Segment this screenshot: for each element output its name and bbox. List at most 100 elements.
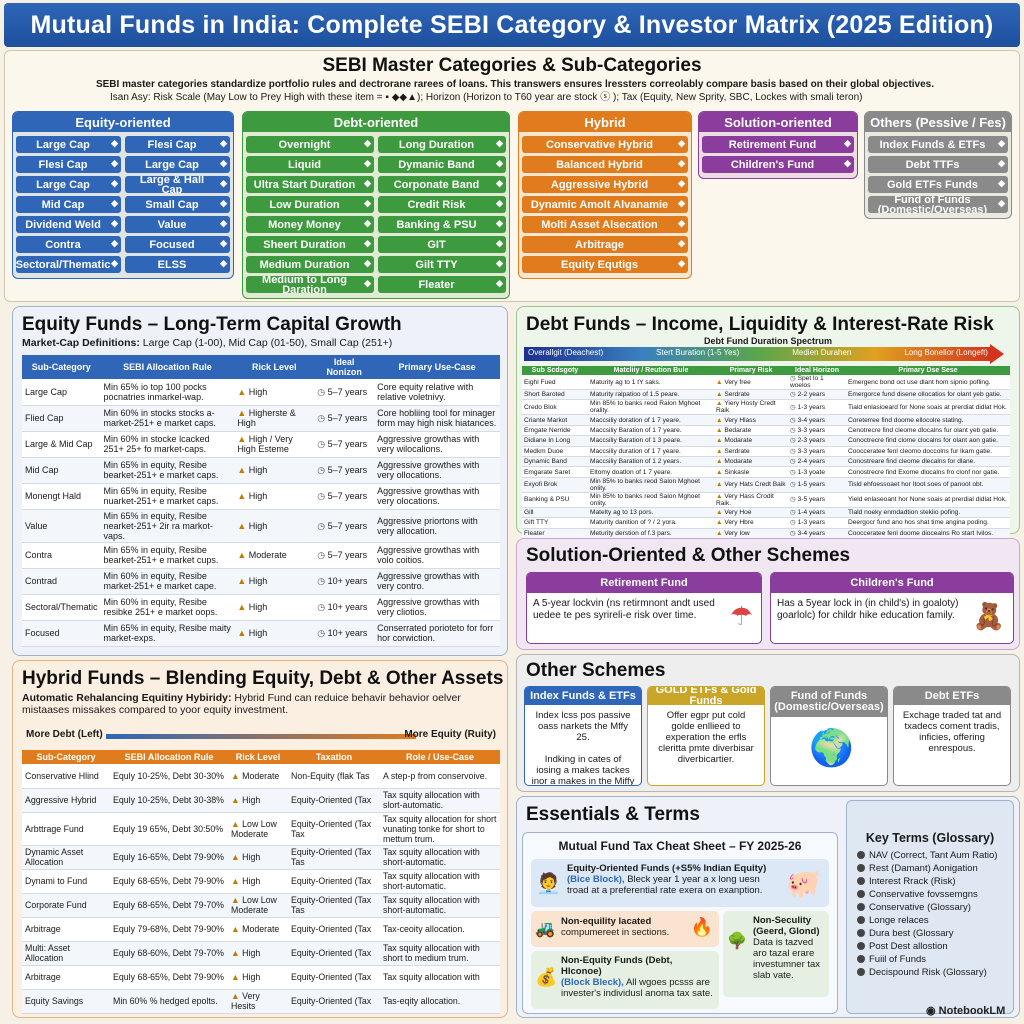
cell-text: Min 60% in equity, Resibe resibke 251+ e… <box>103 597 218 617</box>
table-row: Emgarate Saret Eltomy doatlon of 1 7 year… <box>522 466 1010 478</box>
table-cell: Exyofi Brok <box>522 477 588 493</box>
category-pill[interactable]: ELSS ◆ <box>125 256 230 273</box>
cell-text: Emergorce fund disene ollocatios for ola… <box>848 391 1002 399</box>
table-cell: ▲ High <box>228 845 288 870</box>
table-cell: ◷ 1-5 years <box>788 477 846 493</box>
category-pill[interactable]: Flesi Cap ◆ <box>16 156 121 173</box>
category-pill[interactable]: Medium to Long Daration ◆ <box>246 276 374 293</box>
column-header: Taxation <box>288 750 380 764</box>
category-pill[interactable]: Dynamic Amolt Alvanamie ◆ <box>522 196 688 213</box>
category-pill[interactable]: Children's Fund ◆ <box>702 156 854 173</box>
category-pill[interactable]: Large Cap ◆ <box>125 156 230 173</box>
category-pill[interactable]: GIT ◆ <box>378 236 506 253</box>
category-pill[interactable]: Fleater ◆ <box>378 276 506 293</box>
cell-text: Matelty ag to 13 pors. <box>590 508 654 516</box>
arrow-right-label: More Equity (Ruity) <box>404 729 496 740</box>
category-pill[interactable]: Medium Duration ◆ <box>246 256 374 273</box>
cell-text: Maturity ralpatioo of 1.5 peare. <box>590 391 680 399</box>
card-body: Has a 5year lock in (in child's) in goal… <box>771 593 1013 627</box>
category-pill[interactable]: Retirement Fund ◆ <box>702 136 854 153</box>
cell-text: Flied Cap <box>25 413 64 423</box>
category-pill[interactable]: Money Money ◆ <box>246 216 374 233</box>
bullet-icon <box>857 916 865 925</box>
card-text: Exchage traded tat and txadecs coment tr… <box>902 710 1002 754</box>
category-pill[interactable]: Mid Cap ◆ <box>16 196 121 213</box>
category-pill[interactable]: Large & Hall Cap ◆ <box>125 176 230 193</box>
category-pill[interactable]: Dymanic Band ◆ <box>378 156 506 173</box>
category-pill[interactable]: Liquid ◆ <box>246 156 374 173</box>
category-pill[interactable]: Value ◆ <box>125 216 230 233</box>
table-cell: Min 65% in equity, Resibe bearket-251+ e… <box>100 542 235 569</box>
table-cell: ▲ Modarate <box>714 435 788 447</box>
warning-icon: ▲ <box>237 491 249 501</box>
table-cell: ◷ 5–7 years <box>314 483 375 510</box>
cell-text: Very Hlass <box>724 416 756 424</box>
category-pill[interactable]: Banking & PSU ◆ <box>378 216 506 233</box>
category-pill[interactable]: Flesi Cap ◆ <box>125 136 230 153</box>
category-pill[interactable]: Focused ◆ <box>125 236 230 253</box>
cell-text: Aggressive Hybrid <box>25 795 97 805</box>
category-pill[interactable]: Debt TTFs ◆ <box>868 156 1008 173</box>
category-pill[interactable]: Contra ◆ <box>16 236 121 253</box>
cell-text: Tax squity allocation with short-automat… <box>383 847 480 867</box>
master-column-2: Debt-oriented Overnight ◆ Long Duration ◆ Liq… <box>242 111 510 299</box>
category-pill[interactable]: Low Duration ◆ <box>246 196 374 213</box>
table-cell: Aggressive growthes with very ollocation… <box>374 457 500 484</box>
category-pill[interactable]: Credit Risk ◆ <box>378 196 506 213</box>
category-pill[interactable]: Molti Asset Alsecation ◆ <box>522 216 688 233</box>
category-pill[interactable]: Overnight ◆ <box>246 136 374 153</box>
cell-text: Equly 68-65%, Debt 79-90% <box>113 972 225 982</box>
cell-text: Higherste & High <box>237 408 296 428</box>
bullet-icon <box>857 851 865 860</box>
category-pill[interactable]: Fund of Funds (Domestic/Overseas) ◆ <box>868 196 1008 213</box>
category-icon: ◆ <box>220 138 227 148</box>
card-title: GOLD ETFs & Gold Funds <box>648 687 764 707</box>
glossary-item: Rest (Damant) Aonigation <box>857 862 1013 875</box>
category-pill[interactable]: Long Duration ◆ <box>378 136 506 153</box>
category-label: Flesi Cap <box>38 158 88 171</box>
table-cell: Aggressive growthas with very contro. <box>374 568 500 595</box>
category-icon: ◆ <box>844 138 851 148</box>
table-row: Arbttrage Fund Equly 19 65%, Debt 30:50% ▲… <box>22 812 500 846</box>
category-pill[interactable]: Sectoral/Thematic ◆ <box>16 256 121 273</box>
category-pill[interactable]: Aggressive Hybrid ◆ <box>522 176 688 193</box>
table-cell: Equly 10-25%, Debt 30-30% <box>110 764 228 789</box>
category-pill[interactable]: Balanced Hybrid ◆ <box>522 156 688 173</box>
category-label: Aggressive Hybrid <box>550 178 649 191</box>
cell-text: Aggressive growthas with very olocations… <box>377 486 480 506</box>
cell-text: 10+ years <box>327 576 368 586</box>
card-text: Index lcss pos passive oass narkets the … <box>531 710 635 786</box>
master-column-3: Hybrid Conservative Hybrid ◆ Balanced Hybri… <box>518 111 692 279</box>
category-pill[interactable]: Conservative Hybrid ◆ <box>522 136 688 153</box>
clock-icon: ◷ <box>790 426 798 434</box>
category-pill[interactable]: Equity Equtigs ◆ <box>522 256 688 273</box>
cell-text: Equity-Oriented (Tax Tax <box>291 818 372 839</box>
bullet-icon <box>857 864 865 873</box>
category-pill[interactable]: Corponate Band ◆ <box>378 176 506 193</box>
category-pill[interactable]: Gold ETFs Funds ◆ <box>868 176 1008 193</box>
cell-text: Equity Savings <box>25 996 84 1006</box>
glossary-term: NAV (Correct, Tant Aum Ratio) <box>869 850 998 861</box>
category-pill[interactable]: Dividend Weld ◆ <box>16 216 121 233</box>
category-pill[interactable]: Large Cap ◆ <box>16 136 121 153</box>
cell-text: Serdrate <box>724 391 750 399</box>
category-pill[interactable]: Ultra Start Duration ◆ <box>246 176 374 193</box>
card-body <box>771 717 887 727</box>
category-pill[interactable]: Small Cap ◆ <box>125 196 230 213</box>
glossary-item: Conservative fovssemgns <box>857 888 1013 901</box>
category-pill[interactable]: Sheert Duration ◆ <box>246 236 374 253</box>
debt-spectrum-title: Debt Fund Duration Spectrum <box>704 336 832 346</box>
category-pill[interactable]: Arbitrage ◆ <box>522 236 688 253</box>
cell-text: Banking & PSU <box>524 496 570 504</box>
category-pill[interactable]: Large Cap ◆ <box>16 176 121 193</box>
cell-text: 5–7 years <box>327 386 368 397</box>
category-label: Ultra Start Duration <box>253 178 356 191</box>
table-cell: ◷ 1-4 years <box>788 507 846 519</box>
category-label: Value <box>157 218 187 231</box>
category-label: Low Duration <box>269 198 340 211</box>
category-pill[interactable]: Index Funds & ETFs ◆ <box>868 136 1008 153</box>
cell-text: Conservative Hlind <box>25 770 99 781</box>
category-pill[interactable]: Gilt TTY ◆ <box>378 256 506 273</box>
category-icon: ◆ <box>364 218 371 228</box>
cell-text: Serdrate <box>724 447 750 455</box>
